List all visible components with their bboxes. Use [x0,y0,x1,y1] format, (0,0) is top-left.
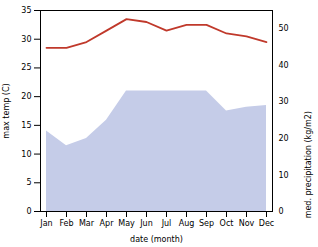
svg-text:15: 15 [21,121,31,130]
svg-text:35: 35 [21,6,31,15]
svg-text:Jun: Jun [139,219,153,228]
svg-text:Sep: Sep [199,219,214,228]
svg-text:Mar: Mar [79,219,95,228]
svg-text:Jan: Jan [39,219,52,228]
svg-text:Oct: Oct [220,219,234,228]
svg-text:30: 30 [21,35,31,44]
svg-text:20: 20 [21,92,31,101]
svg-text:50: 50 [279,24,289,33]
svg-text:5: 5 [26,178,31,187]
svg-text:10: 10 [279,171,289,180]
svg-text:date (month): date (month) [130,235,183,244]
svg-text:May: May [118,219,135,228]
svg-text:0: 0 [279,207,284,216]
svg-text:25: 25 [21,63,31,72]
svg-text:20: 20 [279,134,289,143]
svg-text:Apr: Apr [100,219,115,228]
svg-text:40: 40 [279,61,289,70]
svg-text:med. precipitation (kg/m2): med. precipitation (kg/m2) [304,111,313,218]
svg-text:10: 10 [21,150,31,159]
svg-text:Aug: Aug [179,219,195,228]
svg-text:max temp (C): max temp (C) [2,83,11,138]
svg-text:Dec: Dec [259,219,274,228]
svg-text:Jul: Jul [161,219,172,228]
svg-text:Nov: Nov [239,219,255,228]
svg-text:30: 30 [279,97,289,106]
svg-text:Feb: Feb [59,219,73,228]
svg-text:0: 0 [26,207,31,216]
